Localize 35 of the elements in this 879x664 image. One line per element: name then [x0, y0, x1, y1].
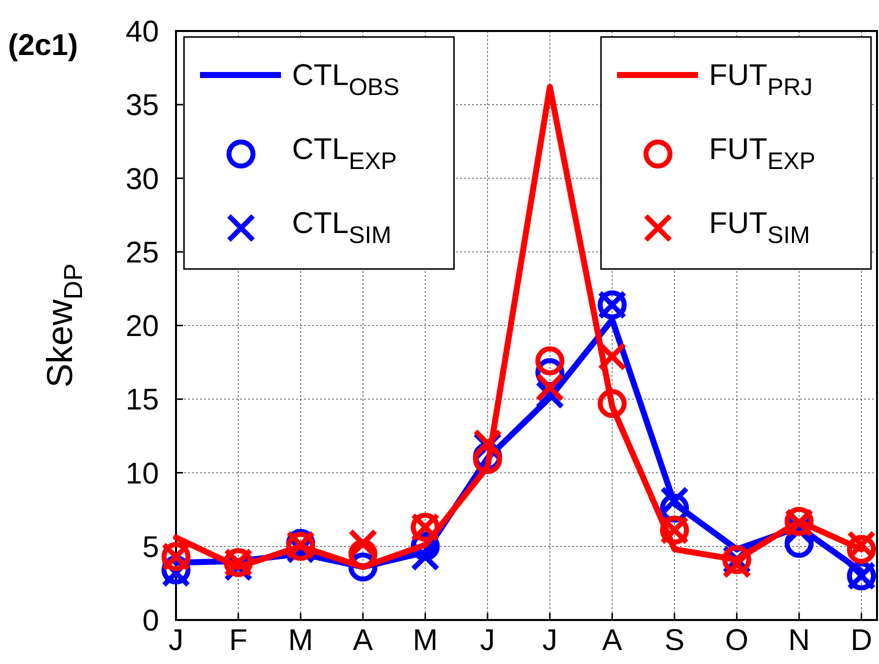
- point: [473, 428, 502, 458]
- point: [535, 346, 564, 376]
- x-tick-label: J: [480, 624, 496, 657]
- x-tick-label: N: [788, 624, 810, 657]
- x-tick-label: J: [168, 624, 184, 657]
- y-tick-label: 35: [126, 89, 159, 122]
- legend-label: CTL$_{OBS}$: [292, 59, 400, 101]
- legend-label: FUT$_{EXP}$: [709, 133, 816, 175]
- x-tick-label: M: [288, 624, 314, 657]
- point: [598, 389, 627, 418]
- y-tick-label: 15: [126, 384, 159, 417]
- y-tick-label: 30: [126, 162, 159, 196]
- y-tick-label: 40: [126, 16, 159, 48]
- legend-label: FUT$_{SIM}$: [709, 207, 810, 249]
- y-tick-label: 5: [142, 530, 159, 564]
- y-tick-label: 0: [142, 604, 159, 638]
- x-tick-label: A: [602, 624, 622, 657]
- x-tick-label: A: [352, 624, 373, 657]
- y-tick-label: 20: [126, 310, 159, 343]
- x-tick-label: D: [850, 624, 872, 657]
- legend-label: FUT$_{PRJ}$: [709, 59, 813, 101]
- point: [598, 342, 627, 371]
- x-tick-label: F: [229, 624, 248, 657]
- x-tick-label: O: [725, 624, 748, 657]
- x-tick-label: S: [664, 624, 684, 657]
- point: [410, 542, 440, 572]
- y-tick-label: 25: [126, 236, 159, 270]
- y-tick-label: 10: [126, 457, 159, 490]
- x-tick-label: J: [542, 624, 558, 657]
- legend-label: CTL$_{SIM}$: [292, 207, 392, 249]
- x-tick-label: M: [412, 624, 438, 657]
- point: [535, 372, 564, 402]
- point: [846, 534, 876, 564]
- legend-label: CTL$_{EXP}$: [292, 133, 397, 175]
- text: (2c1): [8, 29, 78, 62]
